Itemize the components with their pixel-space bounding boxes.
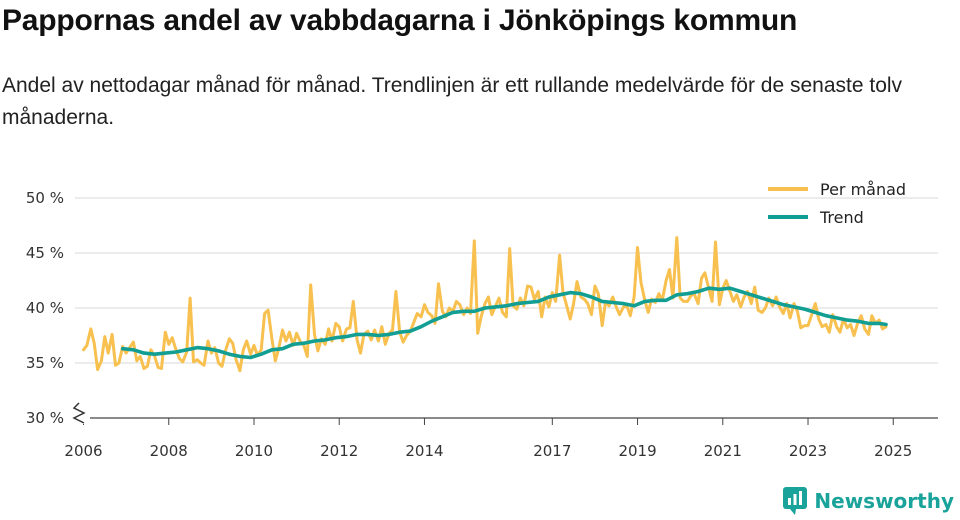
brand-name: Newsworthy: [814, 489, 954, 513]
y-tick-label: 45 %: [26, 244, 64, 262]
x-tick-label: 2017: [533, 442, 571, 460]
y-axis-labels: 30 % 35 % 40 % 45 % 50 %: [26, 189, 64, 427]
x-tick-label: 2010: [235, 442, 273, 460]
x-tick-label: 2019: [618, 442, 656, 460]
x-tick-label: 2021: [704, 442, 742, 460]
brand-logo: Newsworthy: [782, 486, 954, 516]
x-tick-label: 2012: [320, 442, 358, 460]
x-tick-label: 2006: [64, 442, 102, 460]
x-tick-label: 2025: [874, 442, 912, 460]
chart-title: Pappornas andel av vabbdagarna i Jönköpi…: [2, 4, 798, 37]
x-tick-label: 2014: [405, 442, 443, 460]
axis-break-zigzag: [72, 402, 86, 424]
legend-label: Trend: [819, 208, 864, 227]
chart-subtitle: Andel av nettodagar månad för månad. Tre…: [2, 74, 903, 129]
legend-label: Per månad: [820, 180, 906, 199]
axis-break-icon: [68, 402, 90, 424]
legend: Per månad Trend: [768, 180, 906, 227]
y-tick-label: 35 %: [26, 354, 64, 372]
series-lines: [82, 236, 888, 373]
y-tick-label: 40 %: [26, 299, 64, 317]
newsworthy-logo-icon: [783, 487, 808, 515]
y-tick-label: 30 %: [26, 409, 64, 427]
x-axis: 2006 2008 2010 2012 2014 2017 2019 2021 2023 2025: [64, 418, 912, 460]
series-line-per-manad: [82, 236, 888, 373]
y-tick-label: 50 %: [26, 189, 64, 207]
x-tick-label: 2008: [150, 442, 188, 460]
x-tick-label: 2023: [789, 442, 827, 460]
series-line-trend: [120, 286, 888, 360]
